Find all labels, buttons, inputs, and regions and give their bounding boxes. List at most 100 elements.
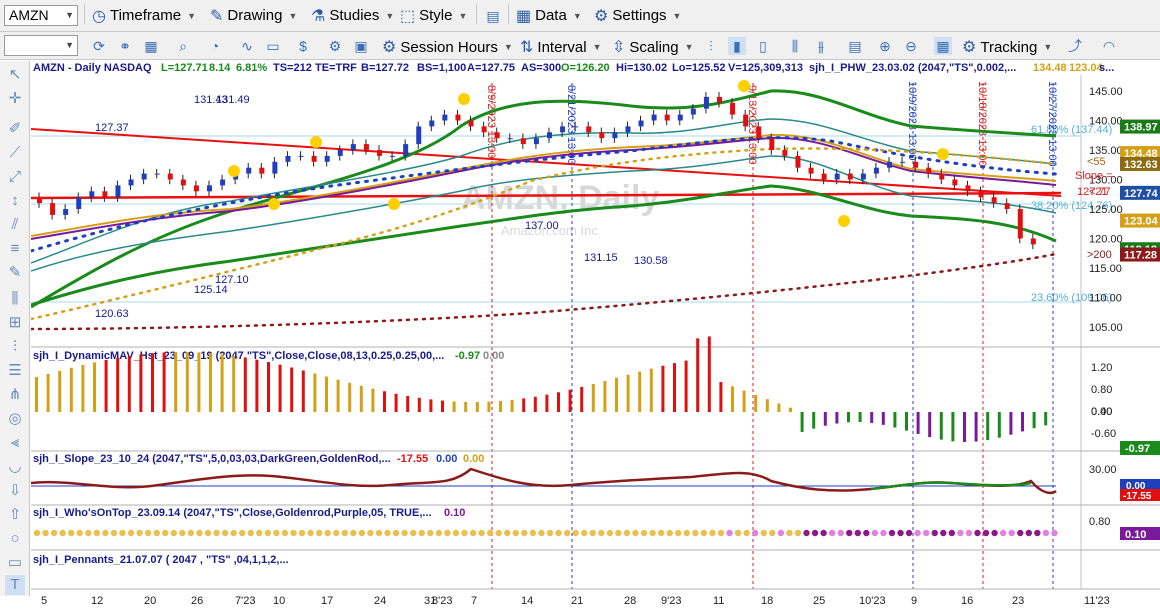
- candle-body: [520, 138, 526, 145]
- zoom-out-icon[interactable]: ⊖: [905, 38, 917, 54]
- settings-button[interactable]: ⚙ Settings ▼: [594, 6, 681, 26]
- vertical-line-icon[interactable]: ↕: [11, 192, 19, 209]
- who-dot: [504, 529, 511, 537]
- data-button[interactable]: ▦ Data ▼: [516, 6, 582, 26]
- arrow-up-icon[interactable]: ⇧: [8, 506, 22, 523]
- grid-toggle-icon[interactable]: ▦: [934, 37, 952, 55]
- svg-text:-0.97: -0.97: [1125, 443, 1150, 455]
- grid-tool-icon[interactable]: ⊞: [8, 314, 22, 331]
- price-axis[interactable]: 145.00 140.00 135.00 130.00 125.00 120.00 115.…: [1089, 86, 1123, 334]
- histogram-bar: [348, 382, 352, 412]
- session-hours-button[interactable]: ⚙ Session Hours ▼: [382, 37, 513, 57]
- who-dot: [281, 529, 289, 537]
- candle-body: [220, 179, 226, 186]
- arc-icon[interactable]: ◡: [8, 458, 22, 475]
- who-dot: [837, 529, 844, 537]
- symbol-input[interactable]: AMZN ▼: [4, 5, 78, 26]
- tracking-button[interactable]: ⚙ Tracking ▼: [962, 37, 1052, 57]
- date-axis-label: 18: [761, 595, 773, 607]
- dmav-axis-label: 0.40: [1091, 406, 1112, 418]
- hollow-candle-icon[interactable]: ▯: [759, 38, 767, 54]
- parallel-icon[interactable]: ⫽: [11, 216, 19, 233]
- refresh-icon[interactable]: ⟳: [93, 38, 105, 54]
- wave-icon[interactable]: ∿: [241, 38, 253, 54]
- layout-icon[interactable]: ▤: [486, 8, 500, 24]
- who-dot: [392, 529, 400, 537]
- histogram-bar: [649, 368, 653, 412]
- wrench-icon[interactable]: ✐: [8, 120, 22, 137]
- date-axis-label: 10: [273, 595, 285, 607]
- histogram-bar: [58, 370, 62, 412]
- cursor-icon[interactable]: ↖: [8, 66, 22, 83]
- drawing-button[interactable]: ✎ Drawing ▼: [210, 6, 297, 26]
- date-axis[interactable]: 5 12 20 26 7'23 10 17 24 318'23 7 14 21 28 9'23 11 18 25…: [41, 595, 1110, 607]
- volume-icon[interactable]: ⫼: [791, 38, 799, 54]
- link-icon[interactable]: ⚭: [119, 38, 131, 54]
- chart-icon[interactable]: ▭: [266, 38, 280, 54]
- crosshair-icon[interactable]: ✛: [8, 90, 22, 107]
- secondary-symbol-input[interactable]: ▼: [4, 35, 78, 56]
- zoom-icon[interactable]: ⌕: [179, 38, 187, 54]
- svg-text:138.97: 138.97: [1124, 122, 1158, 134]
- histogram-bar: [1032, 412, 1036, 429]
- scaling-button[interactable]: ⇳ Scaling ▼: [612, 37, 694, 57]
- candle-body: [468, 120, 474, 127]
- histogram-bar: [719, 382, 723, 412]
- candlestick-icon[interactable]: ▮: [728, 37, 746, 55]
- panel-dmav-v1: -0.97: [455, 350, 480, 362]
- bars-icon[interactable]: ⫼: [11, 290, 19, 307]
- style-button[interactable]: ⬚ Style ▼: [400, 6, 467, 26]
- signal-dot: [310, 136, 322, 148]
- channel-icon[interactable]: ⫶: [13, 338, 17, 355]
- add-chart-icon[interactable]: ⤴: [1068, 38, 1082, 54]
- who-dot: [153, 529, 160, 537]
- chevron-down-icon: ▼: [458, 10, 468, 21]
- pen-icon[interactable]: ✎: [8, 264, 22, 281]
- clock-icon[interactable]: ◔: [210, 38, 220, 54]
- candle-body: [429, 120, 435, 127]
- histogram-bar: [963, 412, 966, 442]
- histogram-bar: [139, 354, 143, 412]
- histogram-bar: [707, 336, 711, 412]
- circle-icon[interactable]: ○: [10, 530, 20, 547]
- who-dot: [598, 529, 605, 537]
- ray-icon[interactable]: ⤢: [8, 168, 21, 185]
- rectangle-icon[interactable]: ▭: [7, 554, 23, 571]
- window-icon[interactable]: ▣: [354, 38, 368, 54]
- who-dot: [820, 529, 827, 537]
- interval-button[interactable]: ⇅ Interval ▼: [520, 37, 602, 57]
- who-dot: [435, 529, 443, 537]
- candle-body: [37, 197, 42, 204]
- panels-icon[interactable]: ▤: [848, 38, 862, 54]
- who-dot: [315, 529, 323, 537]
- candle-body: [167, 173, 173, 180]
- pitchfork-icon[interactable]: ⫷: [10, 434, 20, 451]
- grid-icon[interactable]: ▦: [144, 38, 158, 54]
- timeframe-button[interactable]: ◷ Timeframe ▼: [92, 6, 196, 26]
- price-chart[interactable]: 61.80% (137.44) 38.20% (124.76) 23.60% (…: [31, 61, 1160, 609]
- text-tool-icon[interactable]: T: [5, 575, 25, 595]
- date-axis-label: 21: [571, 595, 583, 607]
- histogram-bar: [162, 352, 166, 412]
- speed-icon[interactable]: ◠: [1102, 38, 1116, 54]
- bar-chart-icon[interactable]: ⫶: [709, 38, 713, 54]
- gear-icon[interactable]: ⚙: [328, 38, 342, 54]
- arrow-down-icon[interactable]: ⇩: [8, 482, 22, 499]
- spiral-icon[interactable]: ◎: [8, 410, 22, 427]
- lines-icon[interactable]: ☰: [8, 362, 22, 379]
- studies-button[interactable]: ⚗ Studies ▼: [311, 6, 394, 26]
- chart-label: 131.15: [584, 252, 618, 264]
- price-icon[interactable]: $: [299, 38, 307, 54]
- session-hours-label: Session Hours: [400, 38, 498, 56]
- who-dot: [110, 529, 118, 537]
- watermark-symbol: AMZN, Daily: [461, 179, 659, 217]
- fan-icon[interactable]: ⋔: [8, 386, 22, 403]
- who-dot: [999, 529, 1007, 537]
- fib-icon[interactable]: ≡: [10, 240, 20, 257]
- candle-body: [1004, 203, 1010, 209]
- ohlc-icon[interactable]: ⫵: [817, 38, 825, 54]
- zoom-in-icon[interactable]: ⊕: [879, 38, 891, 54]
- chevron-down-icon: ▼: [592, 42, 602, 52]
- candle-body: [651, 114, 657, 121]
- line-icon[interactable]: ⟋: [9, 144, 21, 161]
